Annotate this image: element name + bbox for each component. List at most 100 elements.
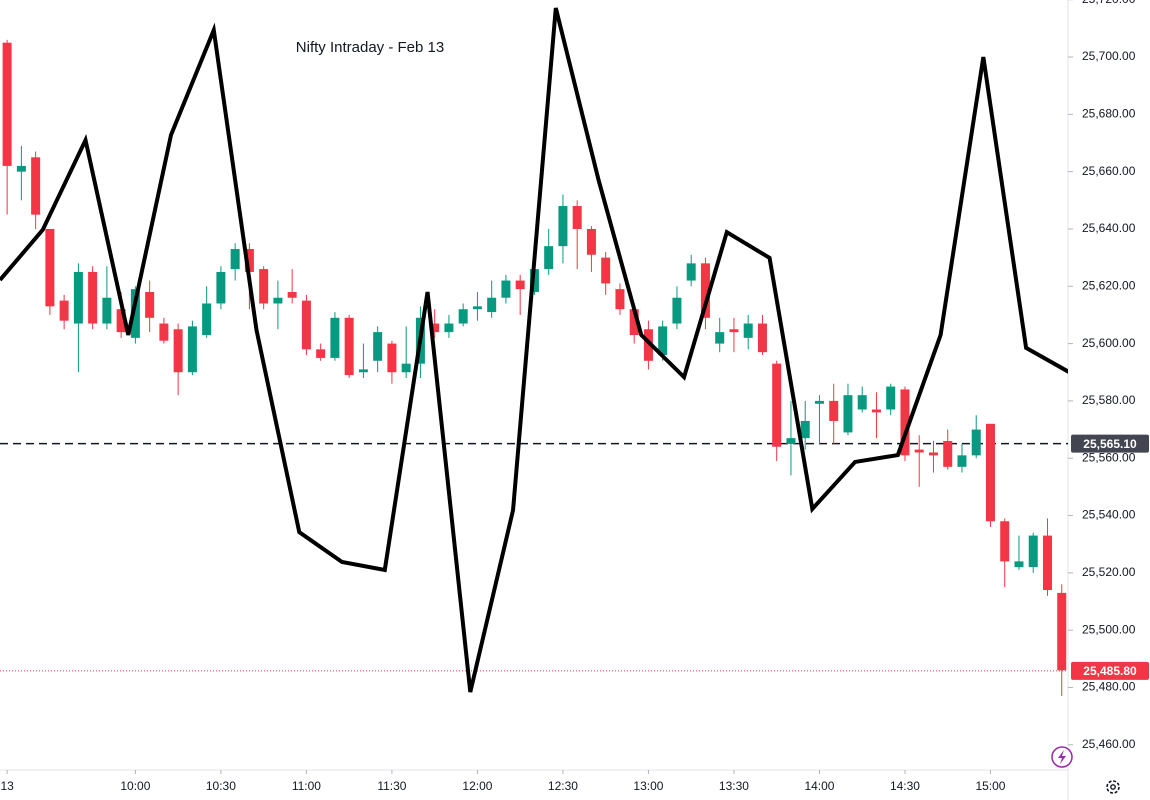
candle-body — [2, 42, 12, 166]
x-tick-label: 15:00 — [975, 779, 1005, 793]
candle-body — [187, 326, 197, 373]
candle — [2, 39, 12, 215]
candle-body — [672, 297, 682, 324]
price-label-box — [1071, 434, 1149, 453]
candle-body — [316, 349, 326, 358]
candle — [387, 340, 397, 384]
candle — [615, 283, 625, 315]
candle-body — [871, 409, 881, 413]
candle-body — [1014, 561, 1024, 568]
candle-body — [572, 206, 582, 229]
y-tick-label: 25,480.00 — [1082, 680, 1136, 694]
plot-area — [0, 7, 1068, 697]
candle — [786, 400, 796, 476]
candle-body — [230, 249, 240, 270]
candle-body — [971, 429, 981, 456]
y-tick-label: 25,560.00 — [1082, 450, 1136, 464]
x-tick-label: 10:00 — [120, 779, 150, 793]
y-tick-label: 25,720.00 — [1082, 0, 1136, 6]
candle-body — [31, 157, 41, 215]
candle — [1000, 518, 1010, 588]
candle — [444, 314, 454, 338]
candle — [316, 343, 326, 361]
candle-body — [757, 323, 767, 353]
candle-body — [472, 306, 482, 310]
candle-body — [857, 395, 867, 410]
candle — [45, 228, 55, 315]
candle-body — [957, 455, 967, 467]
candle — [572, 200, 582, 270]
candle — [59, 294, 69, 330]
candle-body — [643, 329, 653, 361]
candle-body — [601, 257, 611, 284]
candle-body — [259, 269, 269, 304]
candle-body — [159, 323, 169, 341]
y-tick-label: 25,460.00 — [1082, 737, 1136, 751]
candle — [900, 386, 910, 462]
candle-body — [658, 326, 668, 356]
settings-icon[interactable] — [1106, 780, 1120, 794]
candle — [743, 314, 753, 350]
candle-body — [430, 323, 440, 333]
candle — [187, 320, 197, 376]
candle-body — [330, 317, 340, 358]
x-tick-label: 13:30 — [719, 779, 749, 793]
candle — [971, 415, 981, 459]
candle — [672, 286, 682, 330]
candle — [729, 317, 739, 353]
candle-body — [1042, 535, 1052, 591]
candle — [259, 266, 269, 310]
candle — [273, 280, 283, 330]
candle-body — [558, 206, 568, 247]
candle — [643, 320, 653, 370]
candle — [487, 280, 497, 318]
candle-body — [501, 280, 511, 298]
candle — [1042, 518, 1052, 596]
candle — [430, 309, 440, 338]
candle — [358, 343, 368, 378]
candle-body — [1000, 521, 1010, 562]
y-tick-label: 25,600.00 — [1082, 336, 1136, 350]
candle-body — [1028, 535, 1038, 568]
candle — [1014, 535, 1024, 570]
x-tick-label: 11:00 — [292, 779, 321, 793]
candle — [757, 314, 767, 356]
candle-body — [729, 329, 739, 333]
y-tick-label: 25,640.00 — [1082, 221, 1136, 235]
candle-body — [985, 423, 995, 522]
x-tick-label: 13 — [0, 779, 14, 793]
candle-body — [287, 292, 297, 298]
candle — [985, 423, 995, 527]
candle-body — [772, 363, 782, 447]
candle — [715, 317, 725, 353]
candle-body — [358, 369, 368, 373]
candle — [800, 400, 810, 450]
x-tick-label: 14:00 — [804, 779, 834, 793]
candle-body — [928, 452, 938, 456]
candle — [216, 266, 226, 310]
x-tick-label: 12:00 — [462, 779, 492, 793]
candle — [202, 286, 212, 338]
candle — [401, 326, 411, 378]
candle-body — [458, 309, 468, 324]
candle — [173, 323, 183, 396]
x-tick-label: 13:00 — [633, 779, 663, 793]
candle-body — [301, 300, 311, 350]
candle — [515, 274, 525, 315]
candle — [586, 226, 596, 272]
candle-body — [130, 289, 140, 338]
candle-body — [586, 228, 596, 255]
candle — [145, 280, 155, 333]
candle-body — [116, 309, 126, 333]
x-tick-label: 14:30 — [890, 779, 920, 793]
price-label-box — [1071, 661, 1149, 680]
candle-body — [615, 289, 625, 310]
candle-body — [273, 297, 283, 304]
candle — [16, 145, 26, 201]
lightning-icon[interactable] — [1051, 746, 1073, 768]
candle — [472, 292, 482, 321]
candle-body — [373, 332, 383, 361]
candle — [772, 360, 782, 462]
